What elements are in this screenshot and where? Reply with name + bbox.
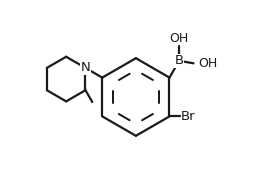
Text: Br: Br <box>181 110 196 123</box>
Text: OH: OH <box>169 32 189 45</box>
Text: N: N <box>81 61 90 74</box>
Text: B: B <box>175 54 184 67</box>
Text: OH: OH <box>198 57 218 70</box>
